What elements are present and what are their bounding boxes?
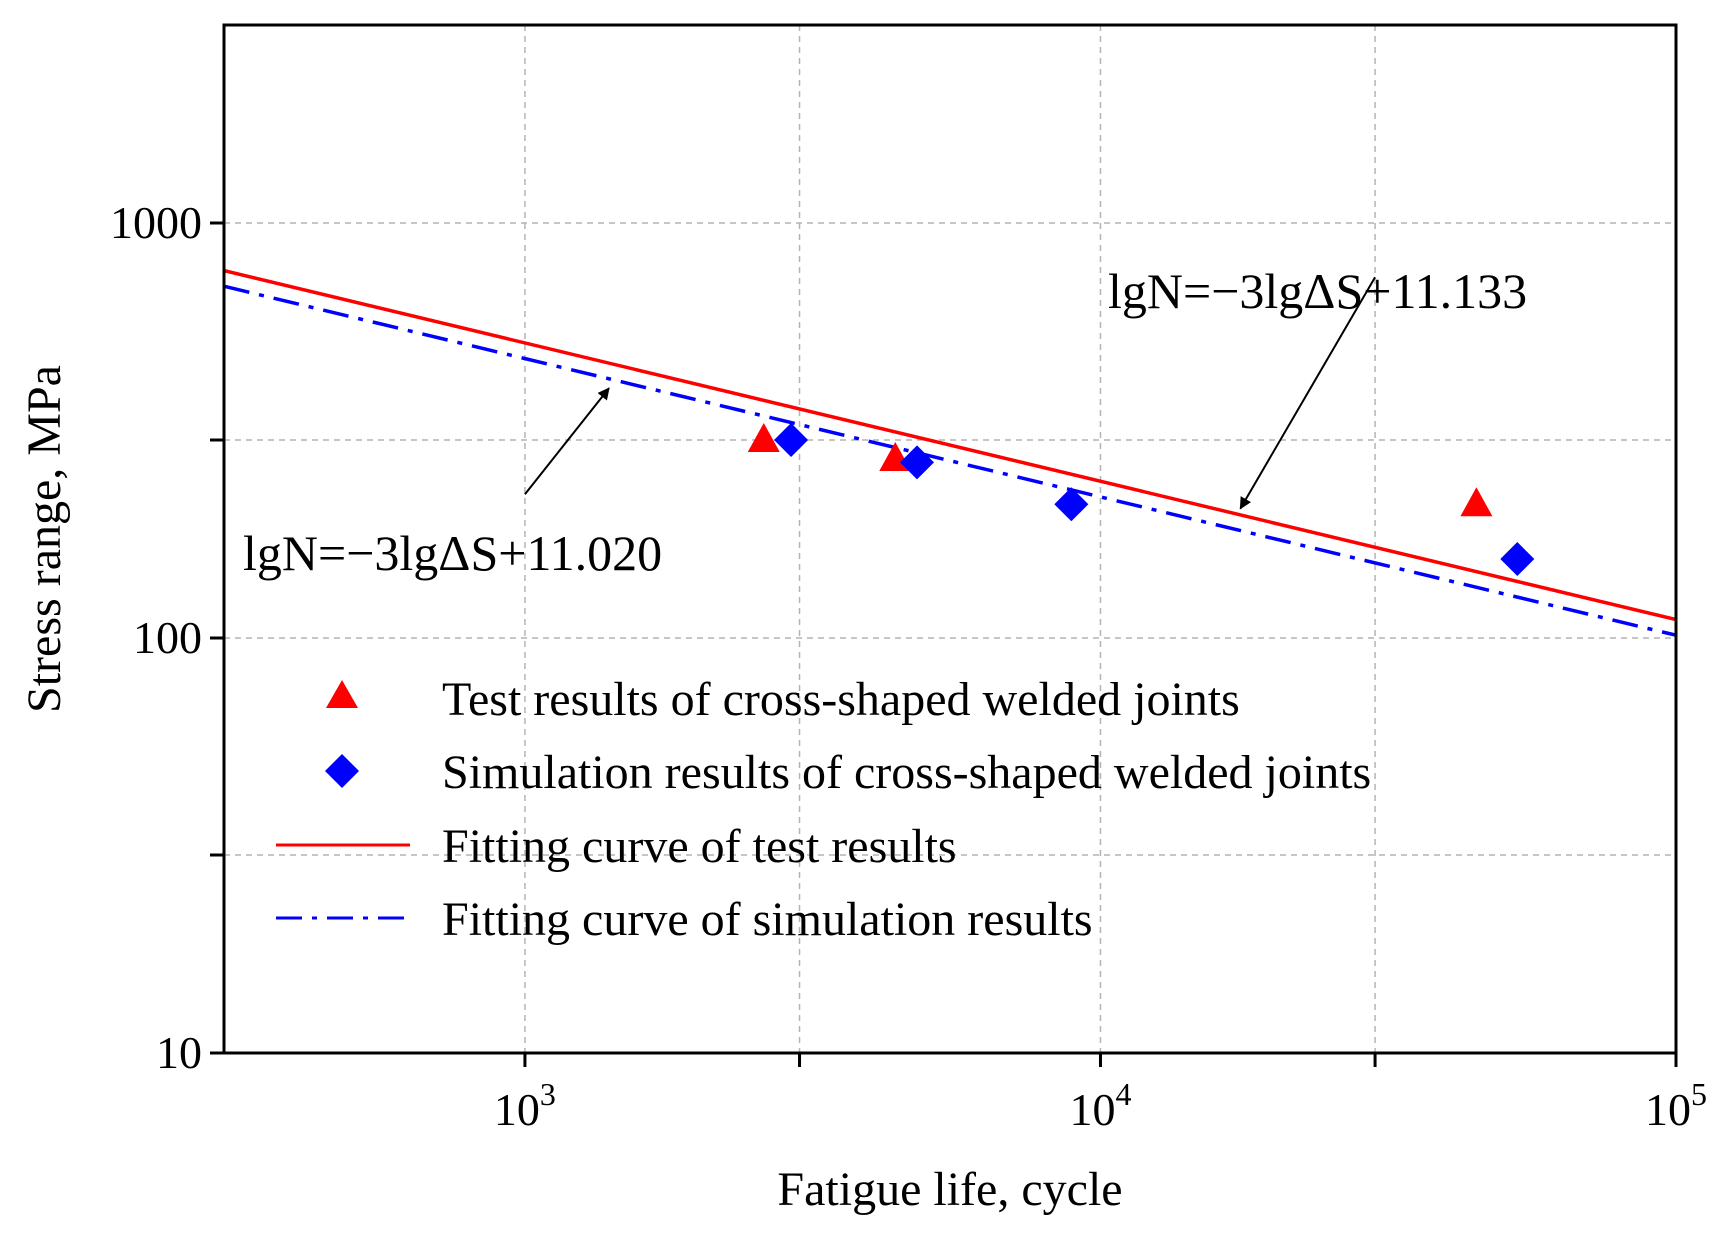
- annotation-arrow-sim-fit: [524, 387, 610, 495]
- legend: Test results of cross-shaped welded join…: [276, 673, 1371, 946]
- x-axis-title: Fatigue life, cycle: [777, 1163, 1122, 1216]
- annotations: lgN=−3lgΔS+11.133 lgN=−3lgΔS+11.020: [243, 263, 1527, 581]
- annotation-sim-fit: lgN=−3lgΔS+11.020: [243, 525, 662, 581]
- y-tick-label: 100: [133, 612, 202, 663]
- fit-line-simulation: [224, 284, 1676, 637]
- legend-label-fit-test: Fitting curve of test results: [442, 820, 957, 873]
- data-point-test: [747, 422, 780, 452]
- legend-diamond-icon: [325, 754, 359, 788]
- annotation-test-fit: lgN=−3lgΔS+11.133: [1108, 263, 1527, 319]
- data-point-simulation: [774, 422, 809, 457]
- legend-triangle-icon: [326, 680, 358, 708]
- x-tick-label: 104: [1069, 1076, 1131, 1135]
- legend-label-test-results: Test results of cross-shaped welded join…: [442, 673, 1240, 726]
- legend-label-simulation-results: Simulation results of cross-shaped welde…: [442, 746, 1371, 799]
- y-tick-label: 1000: [110, 197, 202, 248]
- fit-line-test: [224, 268, 1676, 622]
- data-points: [747, 422, 1535, 577]
- data-point-simulation: [900, 445, 935, 480]
- x-tick-label: 103: [494, 1076, 556, 1135]
- axis-ticks: 10 100 1000 103 104 105: [110, 197, 1707, 1135]
- grid-lines: [224, 25, 1676, 1053]
- plot-frame: [222, 23, 1678, 1055]
- fit-lines: [224, 268, 1676, 637]
- data-point-simulation: [1500, 542, 1535, 577]
- y-axis-title: Stress range, MPa: [18, 365, 71, 713]
- data-point-test: [1460, 487, 1493, 517]
- data-point-simulation: [1054, 487, 1089, 522]
- legend-label-fit-simulation: Fitting curve of simulation results: [442, 893, 1093, 946]
- y-tick-label: 10: [156, 1027, 202, 1078]
- x-tick-label: 105: [1645, 1076, 1707, 1135]
- annotation-arrow-test-fit: [1239, 276, 1376, 510]
